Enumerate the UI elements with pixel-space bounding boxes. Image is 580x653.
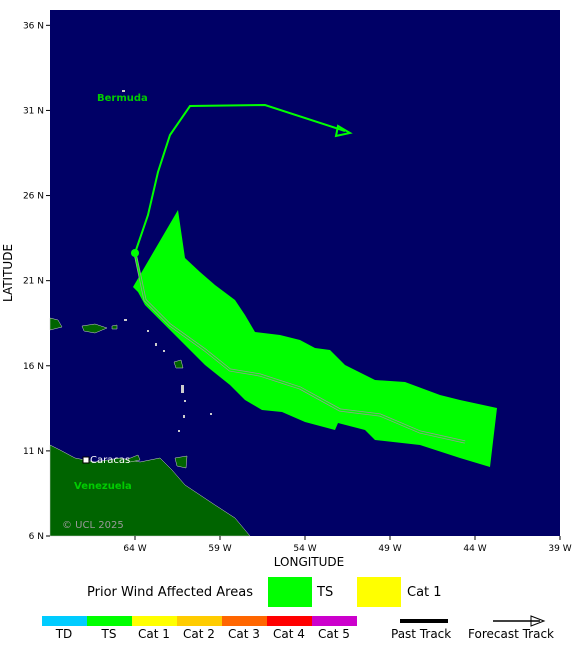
forecast-arrow-symbol (530, 615, 546, 627)
y-axis-label: LATITUDE (1, 244, 15, 302)
forecast-track (134, 103, 346, 254)
x-tick-label: 44 W (463, 544, 486, 554)
y-tick-label: 26 N (23, 192, 44, 202)
storm-position (131, 249, 139, 257)
city-marker (82, 456, 90, 464)
scale-label: Cat 3 (228, 627, 260, 641)
scale-swatch (222, 616, 267, 626)
land (49, 317, 251, 537)
wind-swath-ts (133, 210, 497, 467)
scale-swatch (312, 616, 357, 626)
y-tick-label: 11 N (23, 447, 44, 457)
copyright: © UCL 2025 (62, 520, 124, 531)
scale-swatch (42, 616, 87, 626)
scale-swatch (267, 616, 312, 626)
legend-label: Past Track (391, 627, 451, 641)
y-tick-label: 31 N (23, 106, 44, 116)
scale-swatch (87, 616, 132, 626)
scale-label: Cat 5 (318, 627, 350, 641)
place-label: Bermuda (97, 93, 148, 104)
x-tick-label: 54 W (293, 544, 316, 554)
x-tick-label: 59 W (208, 544, 231, 554)
legend-title: Prior Wind Affected Areas (87, 585, 253, 600)
scale-label: Cat 4 (273, 627, 305, 641)
x-tick-label: 39 W (548, 544, 571, 554)
forecast-arrow (334, 124, 353, 138)
place-label: Caracas (90, 455, 130, 466)
legend-swatch (268, 577, 312, 607)
y-tick-label: 6 N (29, 532, 44, 542)
y-tick-label: 36 N (23, 21, 44, 31)
legend-label: Forecast Track (468, 627, 554, 641)
legend-label: TS (316, 585, 333, 600)
legend-swatch (357, 577, 401, 607)
scale-label: TS (101, 627, 117, 641)
scale-swatch (132, 616, 177, 626)
y-tick-label: 21 N (23, 277, 44, 287)
x-tick-label: 49 W (378, 544, 401, 554)
islands (122, 90, 212, 432)
scale-label: TD (55, 627, 73, 641)
legend-label: Cat 1 (407, 585, 442, 600)
x-axis-label: LONGITUDE (274, 555, 344, 569)
x-tick-label: 64 W (123, 544, 146, 554)
past-track-core (134, 252, 466, 443)
y-tick-label: 16 N (23, 362, 44, 372)
place-label: Venezuela (74, 481, 132, 492)
scale-label: Cat 2 (183, 627, 215, 641)
scale-swatch (177, 616, 222, 626)
scale-label: Cat 1 (138, 627, 170, 641)
